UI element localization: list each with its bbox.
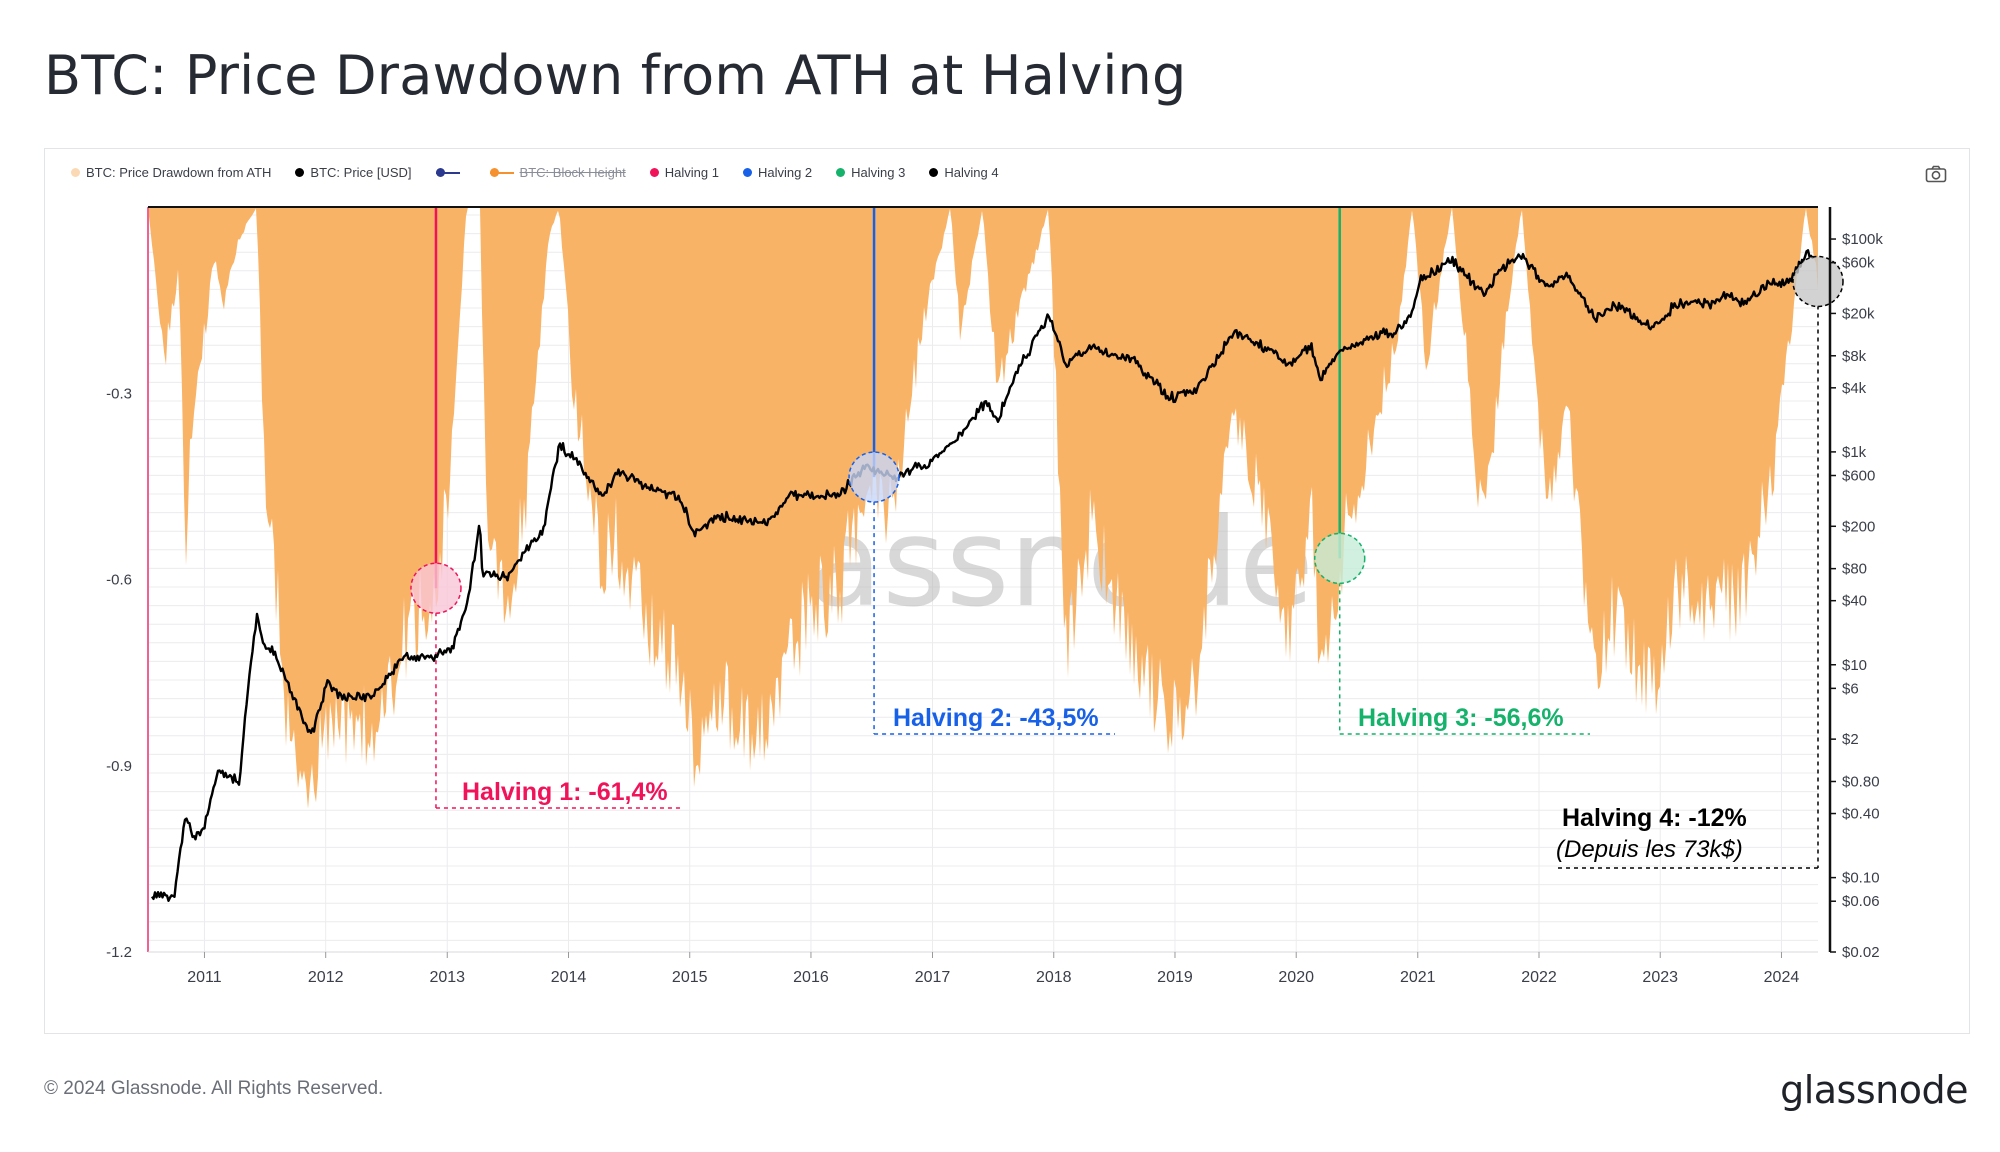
legend-label-price: BTC: Price [USD]	[310, 165, 412, 180]
x-tick-label: 2024	[1764, 969, 1800, 986]
halving-label-3: Halving 3: -56,6%	[1358, 704, 1564, 732]
halving-marker-2	[848, 451, 900, 503]
y-right-tick-label: $8k	[1842, 348, 1867, 365]
x-tick-label: 2013	[429, 969, 465, 986]
price-line	[150, 249, 1815, 902]
y-left-tick-label: -0.3	[106, 385, 132, 402]
chart-legend: BTC: Price Drawdown from ATH BTC: Price …	[71, 165, 999, 180]
halving-label-1: Halving 1: -61,4%	[462, 778, 668, 806]
halving-marker-layer	[410, 255, 1844, 614]
drawdown-area-layer	[148, 207, 1818, 809]
y-right-tick-label: $600	[1842, 468, 1875, 485]
legend-swatch-halving-3	[836, 168, 846, 177]
y-right-tick-label: $80	[1842, 561, 1867, 578]
x-tick-label: 2022	[1521, 969, 1557, 986]
legend-item-price[interactable]: BTC: Price [USD]	[295, 165, 412, 180]
legend-swatch-drawdown	[71, 168, 80, 177]
y-right-tick-label: $0.80	[1842, 773, 1880, 790]
y-right-tick-label: $2	[1842, 731, 1859, 748]
x-tick-label: 2023	[1642, 969, 1678, 986]
halving-marker-3	[1313, 532, 1366, 585]
page-title: BTC: Price Drawdown from ATH at Halving	[44, 44, 1187, 107]
legend-item-block-height[interactable]: BTC: Block Height	[489, 165, 626, 180]
x-tick-label: 2019	[1157, 969, 1193, 986]
legend-label-block-height: BTC: Block Height	[519, 165, 626, 180]
drawdown-area	[148, 207, 1818, 809]
price-line-layer	[150, 249, 1815, 902]
camera-icon[interactable]	[1925, 165, 1947, 183]
halving-marker-1	[410, 562, 462, 614]
y-right-tick-label: $0.40	[1842, 806, 1880, 823]
x-tick-label: 2017	[915, 969, 951, 986]
axis-layer: 2011 2012 2013 2014 2015 2016 2017 2018 2019 2020…	[106, 206, 1883, 986]
halving-label-2: Halving 2: -43,5%	[893, 704, 1099, 732]
halving-label-4: Halving 4: -12%	[1562, 804, 1747, 832]
halving-sublabel-4: (Depuis les 73k$)	[1556, 836, 1743, 863]
x-tick-label: 2016	[793, 969, 829, 986]
legend-label-halving-1: Halving 1	[664, 165, 719, 180]
footer-copyright: © 2024 Glassnode. All Rights Reserved.	[44, 1078, 384, 1099]
y-right-tick-label: $100k	[1842, 231, 1883, 248]
y-right-tick-label: $1k	[1842, 444, 1867, 461]
x-tick-label: 2011	[187, 969, 222, 986]
y-right-tick-label: $0.10	[1842, 870, 1880, 887]
legend-item-halving-3[interactable]: Halving 3	[836, 165, 905, 180]
y-right-tick-label: $10	[1842, 657, 1867, 674]
legend-swatch-price	[295, 168, 305, 177]
x-tick-label: 2015	[672, 969, 708, 986]
x-tick-label: 2020	[1278, 969, 1314, 986]
legend-swatch-unnamed-line	[435, 168, 460, 177]
legend-item-halving-2[interactable]: Halving 2	[742, 165, 813, 180]
x-tick-label: 2014	[551, 969, 587, 986]
y-left-tick-label: -0.6	[106, 572, 132, 589]
legend-item-drawdown[interactable]: BTC: Price Drawdown from ATH	[71, 165, 271, 180]
x-tick-label: 2021	[1400, 969, 1436, 986]
legend-item-halving-1[interactable]: Halving 1	[649, 165, 719, 180]
y-right-tick-label: $6	[1842, 680, 1859, 697]
y-right-tick-label: $0.06	[1842, 893, 1880, 910]
y-left-tick-label: -0.9	[106, 758, 132, 775]
legend-swatch-halving-1	[649, 168, 659, 177]
legend-item-unnamed-line[interactable]	[435, 168, 466, 177]
y-right-tick-label: $4k	[1842, 380, 1867, 397]
legend-item-halving-4[interactable]: Halving 4	[929, 165, 999, 180]
y-right-tick-label: $60k	[1842, 255, 1875, 272]
x-tick-label: 2012	[308, 969, 344, 986]
y-right-tick-label: $200	[1842, 518, 1875, 535]
y-right-tick-label: $20k	[1842, 305, 1875, 322]
y-right-tick-label: $40	[1842, 593, 1867, 610]
halving-marker-4	[1792, 255, 1844, 308]
legend-label-halving-4: Halving 4	[944, 165, 999, 180]
legend-swatch-block-height	[489, 168, 514, 177]
legend-swatch-halving-2	[742, 168, 752, 177]
legend-label-halving-2: Halving 2	[757, 165, 813, 180]
y-left-tick-label: -1.2	[106, 944, 132, 961]
legend-label-drawdown: BTC: Price Drawdown from ATH	[86, 165, 272, 180]
halving-label-layer: Halving 1: -61,4% Halving 2: -43,5% Halvin…	[462, 704, 1747, 863]
brand-logo: glassnode	[1780, 1068, 1968, 1112]
halving-layer	[434, 207, 1819, 869]
x-tick-label: 2018	[1036, 969, 1072, 986]
legend-swatch-halving-4	[929, 168, 939, 177]
legend-label-halving-3: Halving 3	[851, 165, 906, 180]
y-right-tick-label: $0.02	[1842, 944, 1880, 961]
